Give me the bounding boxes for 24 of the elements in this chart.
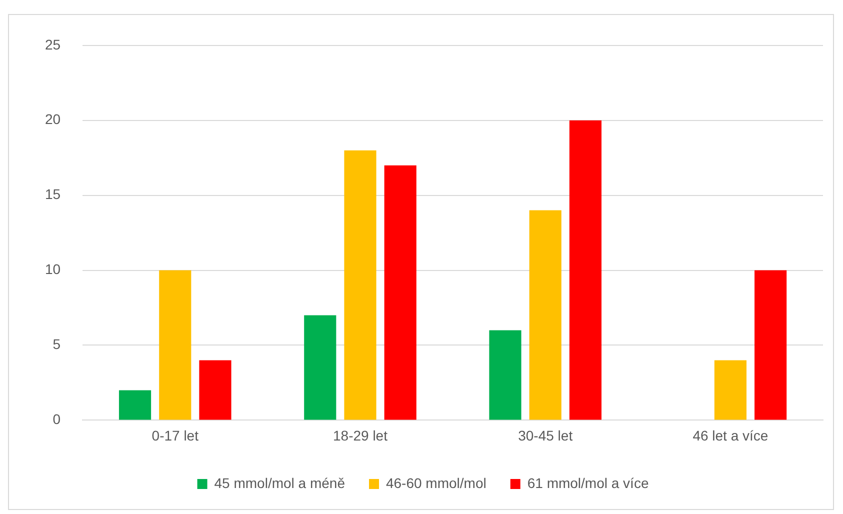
y-tick-label: 0 (52, 411, 61, 428)
y-tick-label: 25 (44, 36, 61, 52)
x-tick-label: 18-29 let (332, 427, 388, 444)
bar (304, 315, 336, 420)
bar (714, 360, 746, 420)
bar (489, 330, 522, 420)
y-tick-label: 10 (44, 261, 61, 278)
y-tick-label: 20 (44, 111, 61, 128)
legend-label: 45 mmol/mol a méně (214, 474, 346, 491)
bar (159, 270, 192, 420)
bar (384, 165, 416, 420)
bar (754, 270, 787, 420)
bar (344, 150, 376, 420)
bar (569, 120, 602, 420)
x-tick-label: 46 let a více (692, 427, 768, 444)
bar (529, 210, 562, 420)
bar (118, 390, 152, 420)
legend-label: 61 mmol/mol a více (527, 474, 649, 491)
y-tick-label: 15 (44, 186, 61, 202)
x-tick-label: 0-17 let (152, 427, 199, 444)
y-tick-label: 5 (52, 336, 61, 352)
bar (199, 360, 232, 420)
x-tick-label: 30-45 let (518, 427, 573, 444)
legend-label: 46-60 mmol/mol (386, 474, 486, 491)
